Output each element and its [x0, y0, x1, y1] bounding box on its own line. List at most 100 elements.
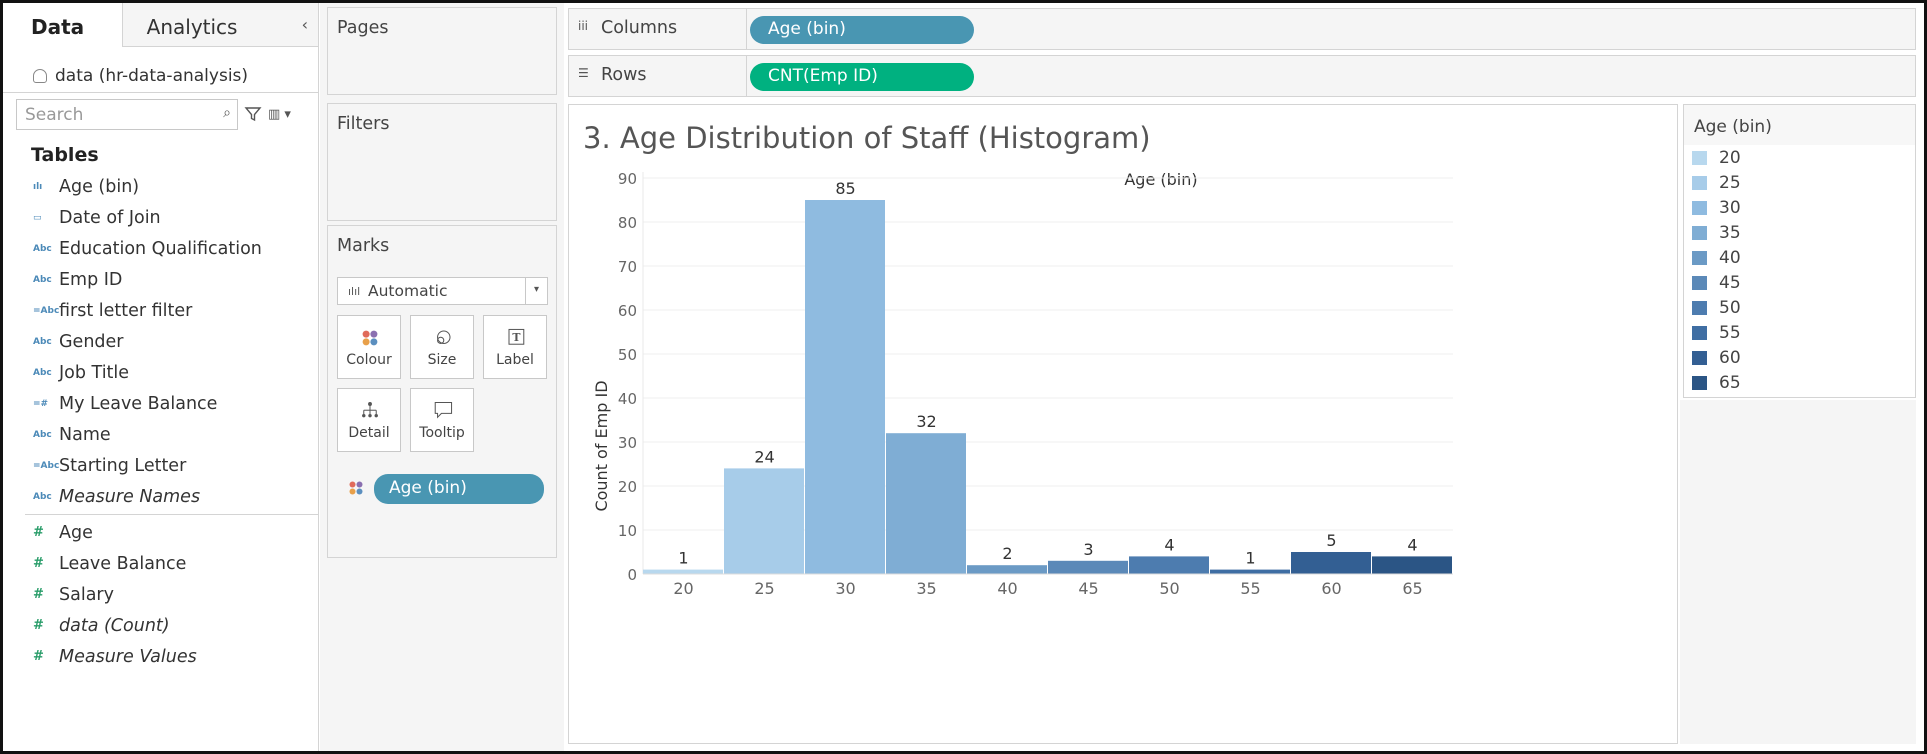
- legend-pane-background: [1680, 400, 1916, 744]
- legend-title: Age (bin): [1684, 105, 1915, 145]
- colour-label: Colour: [346, 352, 392, 368]
- legend-item[interactable]: 65: [1684, 370, 1915, 395]
- field-label: Name: [59, 424, 111, 445]
- field-item[interactable]: ılı Age (bin): [3, 171, 318, 202]
- rows-label-text: Rows: [601, 65, 647, 85]
- filter-icon[interactable]: [244, 105, 262, 123]
- y-tick-label: 70: [618, 258, 637, 276]
- number-icon: #: [33, 649, 44, 664]
- field-item[interactable]: Abc Gender: [3, 326, 318, 357]
- field-item[interactable]: Abc Emp ID: [3, 264, 318, 295]
- pages-card[interactable]: Pages: [327, 7, 557, 95]
- legend-item[interactable]: 30: [1684, 195, 1915, 220]
- rows-icon: ☰: [578, 66, 589, 80]
- data-label: 4: [1407, 535, 1417, 554]
- colour-legend[interactable]: Age (bin) 20 25 30 35 40 45 50 55 60 65: [1683, 104, 1916, 398]
- chevron-down-icon[interactable]: ▾: [525, 278, 547, 304]
- field-item[interactable]: # Measure Values: [3, 641, 318, 672]
- marks-card: Marks ılıl Automatic ▾ Colour Size T Lab…: [327, 225, 557, 558]
- data-label: 5: [1326, 531, 1336, 550]
- field-label: Measure Values: [59, 646, 197, 667]
- y-tick-label: 50: [618, 346, 637, 364]
- field-item[interactable]: # Age: [3, 517, 318, 548]
- x-tick-label: 40: [997, 579, 1017, 598]
- datasource-row[interactable]: data (hr-data-analysis): [3, 47, 318, 93]
- field-item[interactable]: =# My Leave Balance: [3, 388, 318, 419]
- field-item[interactable]: =Abc Starting Letter: [3, 450, 318, 481]
- colour-pill-age-bin[interactable]: Age (bin): [374, 474, 544, 504]
- bar-65[interactable]: [1372, 556, 1452, 574]
- bar-35[interactable]: [886, 433, 966, 574]
- tab-data[interactable]: Data: [3, 3, 123, 47]
- bar-50[interactable]: [1129, 556, 1209, 574]
- calc-abc-icon: =Abc: [33, 305, 60, 316]
- field-item[interactable]: Abc Education Qualification: [3, 233, 318, 264]
- tooltip-button[interactable]: Tooltip: [410, 388, 474, 452]
- mark-type-value: Automatic: [368, 282, 448, 300]
- search-input[interactable]: Search ⌕: [16, 98, 238, 130]
- legend-item[interactable]: 25: [1684, 170, 1915, 195]
- calendar-icon: ▭: [33, 212, 42, 223]
- legend-item[interactable]: 55: [1684, 320, 1915, 345]
- abc-icon: Abc: [33, 491, 52, 502]
- field-item[interactable]: Abc Measure Names: [3, 481, 318, 512]
- rows-shelf[interactable]: ☰ Rows CNT(Emp ID): [568, 55, 1916, 97]
- cards-pane: Pages Filters Marks ılıl Automatic ▾ Col…: [320, 3, 564, 751]
- legend-item[interactable]: 50: [1684, 295, 1915, 320]
- bar-60[interactable]: [1291, 552, 1371, 574]
- bar-40[interactable]: [967, 565, 1047, 574]
- abc-icon: Abc: [33, 367, 52, 378]
- field-item[interactable]: ▭ Date of Join: [3, 202, 318, 233]
- filters-card[interactable]: Filters: [327, 103, 557, 221]
- abc-icon: Abc: [33, 243, 52, 254]
- legend-item[interactable]: 45: [1684, 270, 1915, 295]
- field-label: Starting Letter: [59, 455, 187, 476]
- search-row: Search ⌕ ▥ ▾: [3, 93, 318, 135]
- field-label: Gender: [59, 331, 124, 352]
- bar-55[interactable]: [1210, 569, 1290, 574]
- legend-item[interactable]: 20: [1684, 145, 1915, 170]
- label-button[interactable]: T Label: [483, 315, 547, 379]
- legend-item[interactable]: 60: [1684, 345, 1915, 370]
- view-options-icon[interactable]: ▥ ▾: [268, 106, 291, 122]
- mark-type-select[interactable]: ılıl Automatic ▾: [337, 277, 548, 305]
- y-tick-label: 0: [627, 566, 637, 584]
- columns-pill-age-bin[interactable]: Age (bin): [750, 16, 974, 44]
- field-item[interactable]: Abc Name: [3, 419, 318, 450]
- field-item[interactable]: Abc Job Title: [3, 357, 318, 388]
- data-pane: Data Analytics ‹ data (hr-data-analysis)…: [3, 3, 319, 751]
- field-item[interactable]: # Leave Balance: [3, 548, 318, 579]
- number-icon: #: [33, 556, 44, 571]
- bin-icon: ılı: [33, 181, 43, 192]
- field-label: Education Qualification: [59, 238, 262, 259]
- bar-30[interactable]: [805, 200, 885, 574]
- columns-shelf[interactable]: iii Columns Age (bin): [568, 8, 1916, 50]
- chevron-left-icon[interactable]: ‹: [301, 15, 308, 34]
- rows-pill-cnt-emp-id[interactable]: CNT(Emp ID): [750, 63, 974, 91]
- field-item[interactable]: # Salary: [3, 579, 318, 610]
- field-label: Salary: [59, 584, 114, 605]
- legend-item[interactable]: 35: [1684, 220, 1915, 245]
- legend-swatch: [1692, 250, 1707, 265]
- search-placeholder: Search: [25, 104, 84, 125]
- visualization: 3. Age Distribution of Staff (Histogram)…: [568, 104, 1678, 744]
- field-label: Leave Balance: [59, 553, 187, 574]
- field-item[interactable]: =Abc first letter filter: [3, 295, 318, 326]
- x-tick-label: 25: [754, 579, 774, 598]
- y-axis-title: Count of Emp ID: [592, 380, 611, 511]
- detail-button[interactable]: Detail: [337, 388, 401, 452]
- bar-25[interactable]: [724, 468, 804, 574]
- abc-icon: Abc: [33, 336, 52, 347]
- x-axis-header: Age (bin): [1124, 170, 1197, 189]
- colour-button[interactable]: Colour: [337, 315, 401, 379]
- tab-analytics[interactable]: Analytics ‹: [122, 3, 318, 47]
- field-item[interactable]: # data (Count): [3, 610, 318, 641]
- y-tick-label: 10: [618, 522, 637, 540]
- bar-45[interactable]: [1048, 560, 1128, 574]
- size-button[interactable]: Size: [410, 315, 474, 379]
- legend-item[interactable]: 40: [1684, 245, 1915, 270]
- legend-swatch: [1692, 375, 1707, 390]
- bar-20[interactable]: [643, 569, 723, 574]
- x-tick-label: 55: [1240, 579, 1260, 598]
